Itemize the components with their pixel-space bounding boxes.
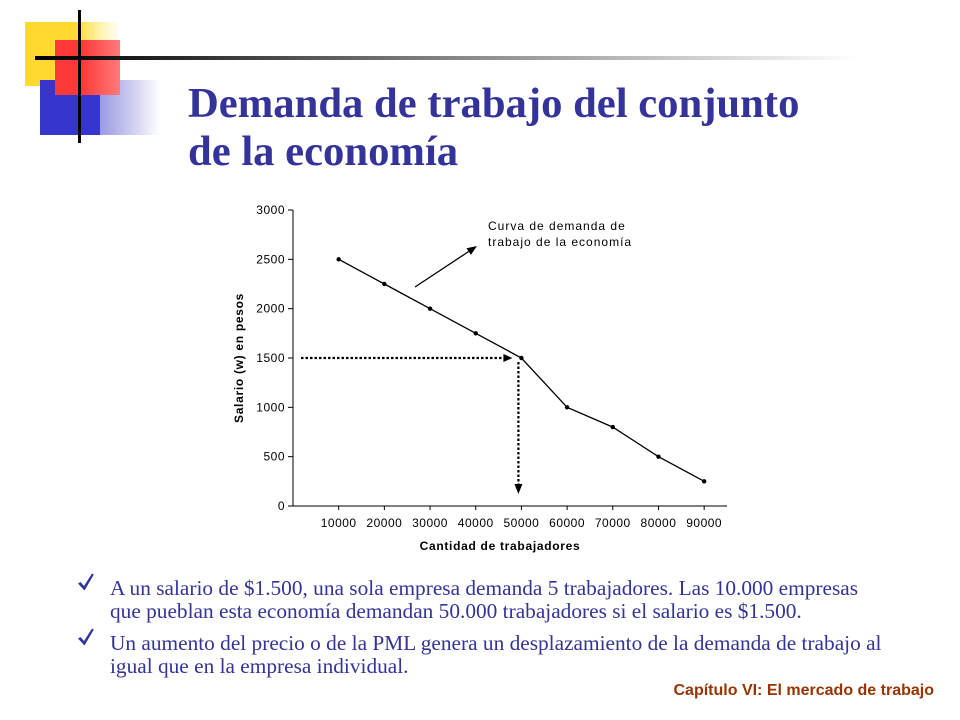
check-icon	[78, 628, 94, 646]
y-tick-label: 2500	[256, 252, 285, 266]
demand-chart: 0 500 1000 1500 2000 2500 3000 10000 20000 30000 4…	[200, 190, 760, 570]
y-tick-label: 3000	[256, 203, 285, 217]
vertical-rule	[78, 10, 81, 143]
bullet-item: Un aumento del precio o de la PML genera…	[78, 628, 893, 678]
horizontal-rule	[35, 56, 860, 60]
x-axis-title: Cantidad de trabajadores	[420, 539, 581, 553]
slide-title: Demanda de trabajo del conjunto de la ec…	[188, 80, 800, 175]
bullet-text: Un aumento del precio o de la PML genera…	[110, 631, 882, 678]
decorative-squares	[0, 0, 960, 150]
data-point	[427, 306, 433, 311]
x-tick-label: 30000	[412, 516, 448, 530]
data-point	[473, 331, 478, 336]
check-icon	[78, 573, 94, 591]
x-tick-label: 60000	[549, 516, 585, 530]
y-tick-label: 0	[278, 499, 285, 513]
demand-chart-svg: 0 500 1000 1500 2000 2500 3000 10000 20000 30000 4…	[232, 203, 727, 553]
data-point	[382, 281, 387, 287]
y-tick-label: 500	[263, 450, 285, 464]
data-point	[610, 424, 615, 430]
chart-axes: 0 500 1000 1500 2000 2500 3000 10000 20000 30000 4…	[256, 203, 727, 530]
y-tick-label: 1500	[256, 351, 285, 365]
data-point	[519, 355, 524, 361]
x-tick-label: 10000	[321, 516, 357, 530]
vertical-reference-arrowhead	[514, 484, 523, 494]
demand-curve-line	[338, 258, 705, 482]
chart-plot	[336, 257, 707, 484]
x-tick-label: 40000	[458, 516, 494, 530]
data-point	[701, 479, 707, 484]
annotation-arrow-line	[414, 250, 470, 288]
horizontal-reference-arrowhead	[503, 354, 513, 362]
bullet-text: A un salario de $1.500, una sola empresa…	[110, 576, 859, 623]
y-axis-title: Salario (w) en pesos	[232, 293, 246, 423]
annotation-arrowhead	[466, 246, 477, 255]
x-tick-label: 50000	[503, 516, 539, 530]
annotation-arrow	[414, 246, 477, 288]
data-point	[656, 454, 661, 459]
y-tick-label: 2000	[256, 302, 285, 316]
data-point	[336, 257, 341, 262]
red-square	[55, 40, 120, 95]
x-tick-label: 70000	[595, 516, 631, 530]
data-point	[564, 405, 570, 410]
x-tick-label: 80000	[641, 516, 677, 530]
x-tick-label: 20000	[366, 516, 402, 530]
bullet-item: A un salario de $1.500, una sola empresa…	[78, 573, 893, 623]
curve-annotation-label: Curva de demanda de trabajo de la econom…	[488, 219, 633, 249]
reference-arrows	[301, 354, 523, 494]
chapter-footer: Capítulo VI: El mercado de trabajo	[673, 682, 935, 699]
y-tick-label: 1000	[256, 400, 285, 414]
x-tick-label: 90000	[686, 516, 722, 530]
